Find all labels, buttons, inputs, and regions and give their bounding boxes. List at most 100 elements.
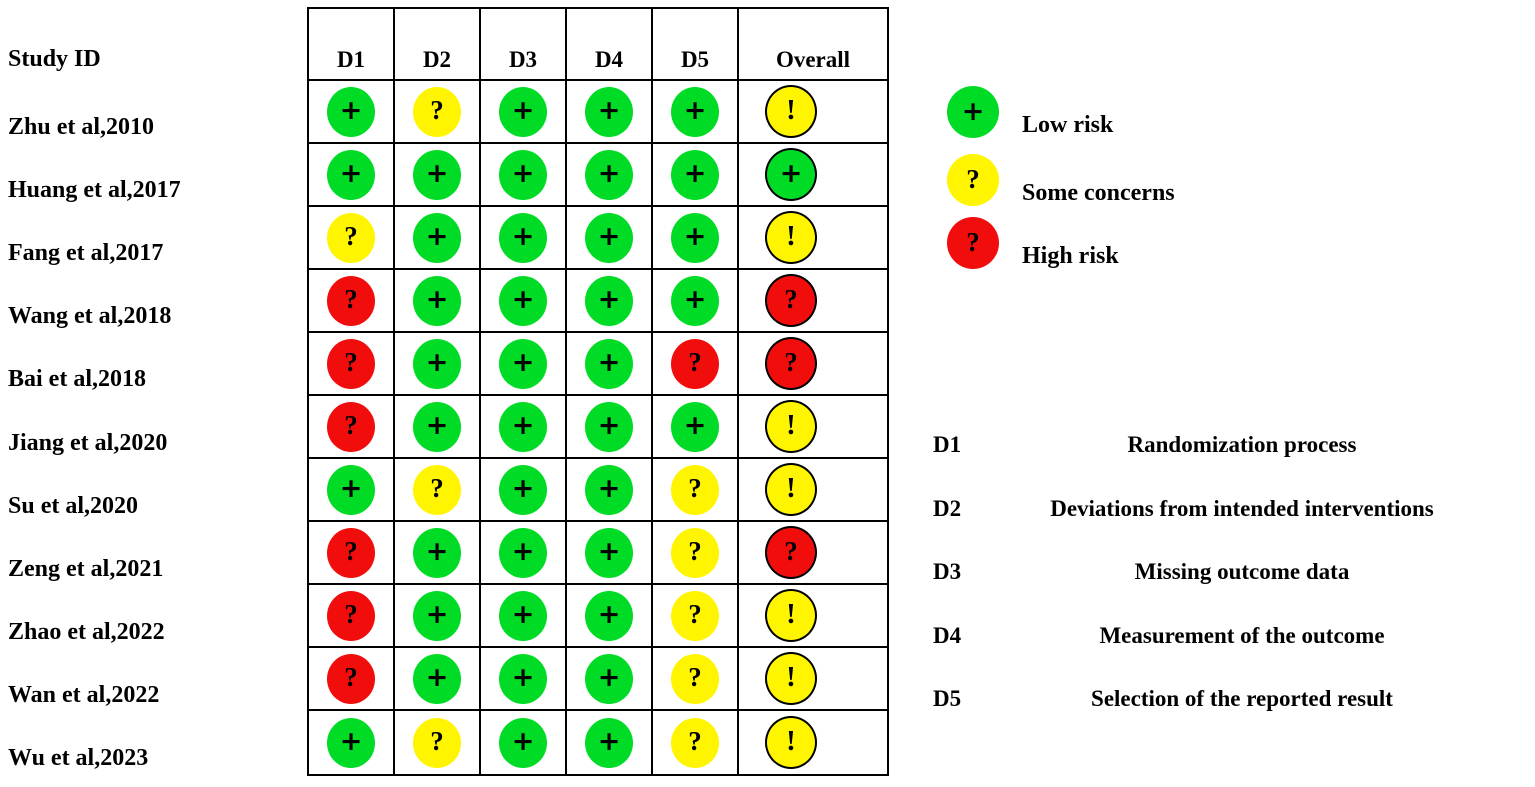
rob-cell: + [653,207,739,268]
legend-label: High risk [1022,243,1119,269]
table-row: ? + + +?! [309,648,887,711]
legend-green-circle-icon: + [947,86,999,138]
risk-symbol-icon: + [511,221,535,252]
risk-circle-yellow: ? [671,527,719,578]
table-row: +? + +?! [309,711,887,774]
rob-cell: ! [739,207,887,268]
domain-key-description: Selection of the reported result [1091,686,1393,711]
domain-key-description: Deviations from intended interventions [1050,495,1434,521]
rob-cell: + [481,207,567,268]
risk-circle-green: + [327,464,375,515]
rob-cell: ? [653,711,739,774]
rob-cell: + [739,144,887,205]
risk-symbol-icon: ? [688,347,702,377]
risk-circle-green: + [327,149,375,200]
rob-cell: + [481,459,567,520]
domain-key-id: D2 [933,495,962,521]
risk-circle-green: + [585,527,633,578]
rob-cell: ? [309,648,395,709]
domain-key-description: Measurement of the outcome [1099,622,1385,648]
risk-circle-green: + [499,653,547,704]
rob-cell: + [567,333,653,394]
risk-circle-green: + [585,717,633,768]
risk-symbol-icon: + [683,158,707,189]
rob-cell: + [653,270,739,331]
rob-cell: + [567,522,653,583]
table-row: ? + + + +! [309,396,887,459]
risk-symbol-icon: ? [430,473,444,503]
study-label: Fang et al,2017 [8,240,164,267]
risk-symbol-icon: + [597,221,621,252]
risk-symbol-icon: + [339,158,363,189]
domain-key-row: D3 Missing outcome data [933,559,1444,585]
risk-symbol-icon: ? [344,662,358,692]
risk-symbol-icon: + [597,158,621,189]
rob-cell: ? [309,207,395,268]
domain-key-row: D5 Selection of the reported result [933,686,1444,712]
risk-circle-red: ? [327,338,375,389]
risk-symbol-icon: + [425,536,449,567]
rob-cell: + [395,333,481,394]
rob-cell: + [567,81,653,142]
rob-cell: ? [653,522,739,583]
risk-symbol-icon: + [683,410,707,441]
domain-header-label: D5 [680,47,710,72]
legend-red-circle-icon: ? [947,217,999,269]
risk-symbol-icon: + [597,662,621,693]
risk-symbol-icon: ! [786,661,796,693]
rob-cell: + [309,81,395,142]
rob-cell: ! [739,711,887,774]
risk-circle-green: + [413,275,461,326]
study-label: Zeng et al,2021 [8,555,164,582]
legend-item: ? Some concerns [947,154,1175,206]
risk-circle-green: + [413,590,461,641]
risk-circle-yellow: ? [671,464,719,515]
domain-key-id: D1 [933,432,962,457]
rob-cell: ? [395,459,481,520]
risk-symbol-icon: ! [786,725,796,757]
risk-symbol-icon: ? [344,221,358,251]
risk-symbol-icon: + [339,473,363,504]
rob-cell: + [481,81,567,142]
risk-symbol-icon: + [511,410,535,441]
risk-circle-yellow: ? [413,86,461,137]
risk-symbol-icon: + [779,158,803,189]
rob-cell: + [481,144,567,205]
risk-circle-green: + [765,148,817,201]
domain-header-label: D3 [508,47,538,72]
risk-circle-green: + [413,653,461,704]
risk-circle-yellow: ! [765,463,817,516]
risk-circle-green: + [499,149,547,200]
risk-circle-red: ? [327,590,375,641]
risk-symbol-icon: ? [688,726,702,756]
domain-key-description: Randomization process [1127,432,1357,457]
rob-cell: + [481,522,567,583]
risk-symbol-icon: + [597,95,621,126]
table-row: ? + + + +? [309,270,887,333]
risk-symbol-icon: ? [784,347,798,377]
legend-yellow-circle-icon: ? [947,154,999,206]
legend-symbol-icon: ? [966,226,980,257]
risk-symbol-icon: + [597,599,621,630]
rob-cell: ? [309,333,395,394]
rob-cell: + [395,522,481,583]
risk-symbol-icon: + [683,284,707,315]
rob-cell: + [481,711,567,774]
risk-circle-green: + [585,338,633,389]
risk-circle-red: ? [327,275,375,326]
rob-cell: ! [739,81,887,142]
rob-cell: + [567,144,653,205]
risk-symbol-icon: + [597,410,621,441]
legend-item: ? High risk [947,217,1119,269]
rob-cell: ! [739,396,887,457]
risk-symbol-icon: + [597,726,621,757]
rob-cell: ? [309,522,395,583]
risk-circle-green: + [499,212,547,263]
risk-symbol-icon: + [511,473,535,504]
risk-symbol-icon: ? [688,662,702,692]
risk-circle-yellow: ! [765,589,817,642]
rob-cell: + [481,585,567,646]
study-label: Zhao et al,2022 [8,618,165,645]
risk-circle-green: + [671,149,719,200]
risk-symbol-icon: ? [344,599,358,629]
